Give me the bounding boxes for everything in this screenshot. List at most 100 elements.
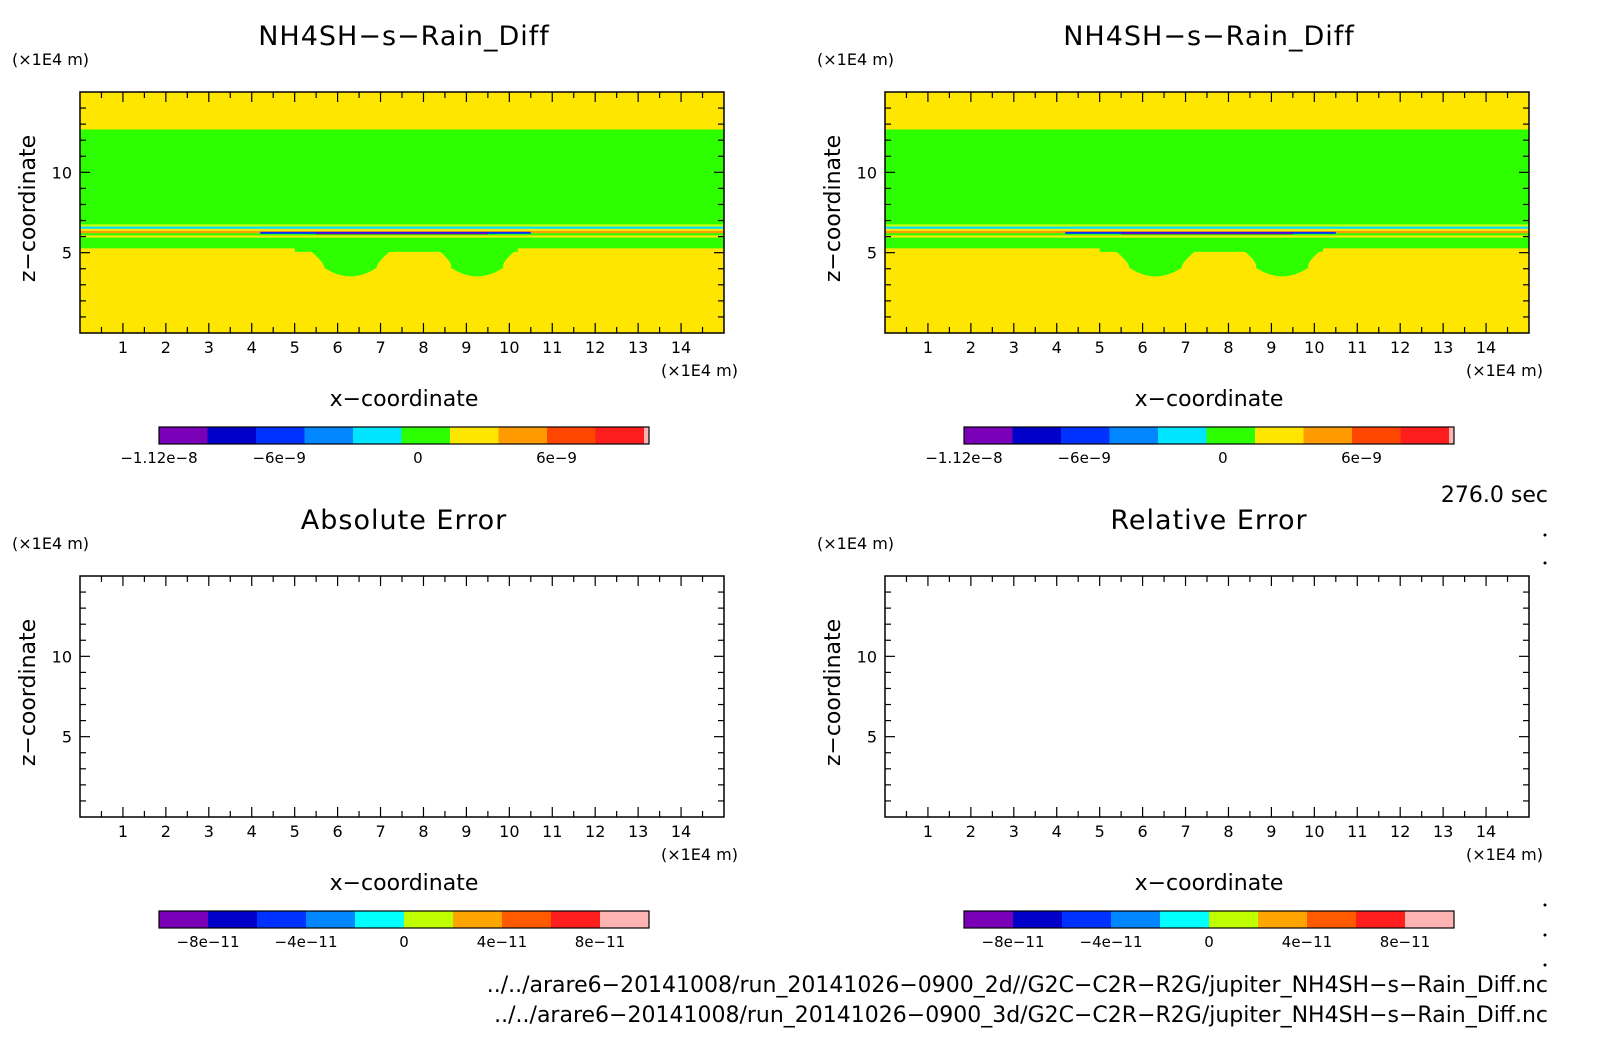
x-tick-label: 9 — [461, 338, 471, 357]
x-tick-label: 7 — [1180, 338, 1190, 357]
colorbar-segment — [159, 911, 209, 928]
x-tick-label: 9 — [461, 822, 471, 841]
colorbar-segment — [1255, 427, 1304, 444]
x-tick-label: 14 — [1476, 338, 1496, 357]
colorbar-segment — [257, 911, 307, 928]
y-tick-label: 10 — [857, 647, 877, 666]
x-tick-label: 2 — [161, 822, 171, 841]
x-tick-label: 7 — [375, 822, 385, 841]
field-lobe — [1239, 247, 1325, 277]
y-axis-label: z−coordinate — [821, 619, 846, 766]
colorbar-tick-label: 8e−11 — [575, 933, 625, 951]
colorbar-segment — [551, 911, 601, 928]
colorbar-segment — [1013, 911, 1063, 928]
x-tick-label: 13 — [628, 338, 648, 357]
margin-dot — [1543, 561, 1547, 565]
colorbar-segment — [502, 911, 552, 928]
x-tick-label: 11 — [542, 338, 562, 357]
x-tick-label: 6 — [333, 822, 343, 841]
colorbar: −1.12e−8 −6e−9 0 6e−9 — [120, 426, 650, 467]
colorbar-tick-label: 0 — [399, 933, 409, 951]
field-thin-layer — [885, 226, 1529, 230]
field-thin-layer — [80, 237, 724, 241]
colorbar-tick-label: 8e−11 — [1380, 933, 1430, 951]
colorbar-segment — [355, 911, 405, 928]
panel-title: NH4SH−s−Rain_Diff — [258, 21, 550, 52]
colorbar-segment — [304, 427, 354, 444]
colorbar-tick-label: 6e−9 — [536, 449, 577, 467]
x-tick-label: 8 — [418, 338, 428, 357]
colorbar-segment — [1209, 911, 1259, 928]
x-tick-label: 13 — [1433, 338, 1453, 357]
colorbar-frame — [963, 910, 1455, 929]
x-tick-label: 14 — [671, 338, 691, 357]
y-tick-label: 5 — [867, 728, 877, 747]
field-thin-layer — [80, 226, 724, 230]
y-tick-label: 5 — [62, 244, 72, 263]
field-thin-layer — [80, 235, 724, 239]
x-tick-label: 7 — [375, 338, 385, 357]
y-axis-label: z−coordinate — [16, 619, 41, 766]
colorbar-segment — [595, 427, 645, 444]
x-tick-label: 13 — [628, 822, 648, 841]
colorbar-tick-label: −8e−11 — [982, 933, 1045, 951]
colorbar-frame — [158, 426, 650, 445]
colorbar-segment — [1061, 427, 1110, 444]
x-tick-label: 3 — [1009, 338, 1019, 357]
x-tick-label: 4 — [1052, 338, 1062, 357]
plot-area — [885, 576, 1529, 817]
x-tick-label: 12 — [1390, 822, 1410, 841]
colorbar-tick-label: 0 — [1204, 933, 1214, 951]
colorbar-segment — [1206, 427, 1256, 444]
colorbar-tick-label: −8e−11 — [177, 933, 240, 951]
footer-path-1: ../../arare6−20141008/run_20141026−0900_… — [487, 973, 1548, 998]
x-axis-label: x−coordinate — [330, 387, 479, 412]
x-axis-label: x−coordinate — [1135, 387, 1284, 412]
x-tick-label: 9 — [1266, 822, 1276, 841]
colorbar-tick-label: 4e−11 — [1282, 933, 1332, 951]
x-tick-label: 11 — [1347, 822, 1367, 841]
colorbar-segment — [1258, 911, 1308, 928]
y-unit-label: (×1E4 m) — [12, 534, 89, 553]
margin-dot — [1543, 963, 1547, 967]
x-tick-label: 13 — [1433, 822, 1453, 841]
x-tick-label: 1 — [923, 822, 933, 841]
colorbar-segment — [208, 911, 258, 928]
x-tick-label: 4 — [247, 338, 257, 357]
x-unit-label: (×1E4 m) — [661, 361, 738, 380]
panel-title: Relative Error — [1110, 505, 1307, 536]
x-tick-label: 5 — [290, 822, 300, 841]
chart-panel-2: NH4SH−s−Rain_Diff(×1E4 m)1 2 3 4 5 6 7 8 9 10 11 12… — [817, 21, 1543, 467]
x-tick-label: 6 — [1138, 822, 1148, 841]
field-thin-layer — [80, 222, 724, 225]
colorbar-segment — [1352, 427, 1401, 444]
x-tick-label: 8 — [1223, 822, 1233, 841]
colorbar-frame — [158, 910, 650, 929]
colorbar-segment — [1109, 427, 1159, 444]
x-tick-label: 4 — [1052, 822, 1062, 841]
margin-dot — [1543, 903, 1547, 907]
x-tick-label: 5 — [1095, 822, 1105, 841]
x-tick-label: 14 — [671, 822, 691, 841]
x-tick-label: 3 — [1009, 822, 1019, 841]
x-tick-label: 1 — [923, 338, 933, 357]
margin-dot — [1543, 933, 1547, 937]
x-tick-label: 2 — [966, 338, 976, 357]
x-tick-label: 3 — [204, 822, 214, 841]
field-band-4 — [80, 128, 724, 223]
x-tick-label: 4 — [247, 822, 257, 841]
field-band-5 — [885, 92, 1529, 130]
y-unit-label: (×1E4 m) — [817, 50, 894, 69]
x-tick-label: 5 — [290, 338, 300, 357]
colorbar-frame — [963, 426, 1455, 445]
x-unit-label: (×1E4 m) — [1466, 845, 1543, 864]
colorbar-tick-label: −6e−9 — [252, 449, 305, 467]
x-tick-label: 12 — [1390, 338, 1410, 357]
field-thin-layer — [885, 237, 1529, 241]
x-axis-label: x−coordinate — [330, 871, 479, 896]
colorbar-segment — [450, 427, 499, 444]
field-band-5 — [80, 92, 724, 130]
field-lobe — [1111, 247, 1200, 277]
chart-panel-1: NH4SH−s−Rain_Diff(×1E4 m)1 2 3 4 5 6 7 8 9 10 11 12… — [12, 21, 738, 467]
